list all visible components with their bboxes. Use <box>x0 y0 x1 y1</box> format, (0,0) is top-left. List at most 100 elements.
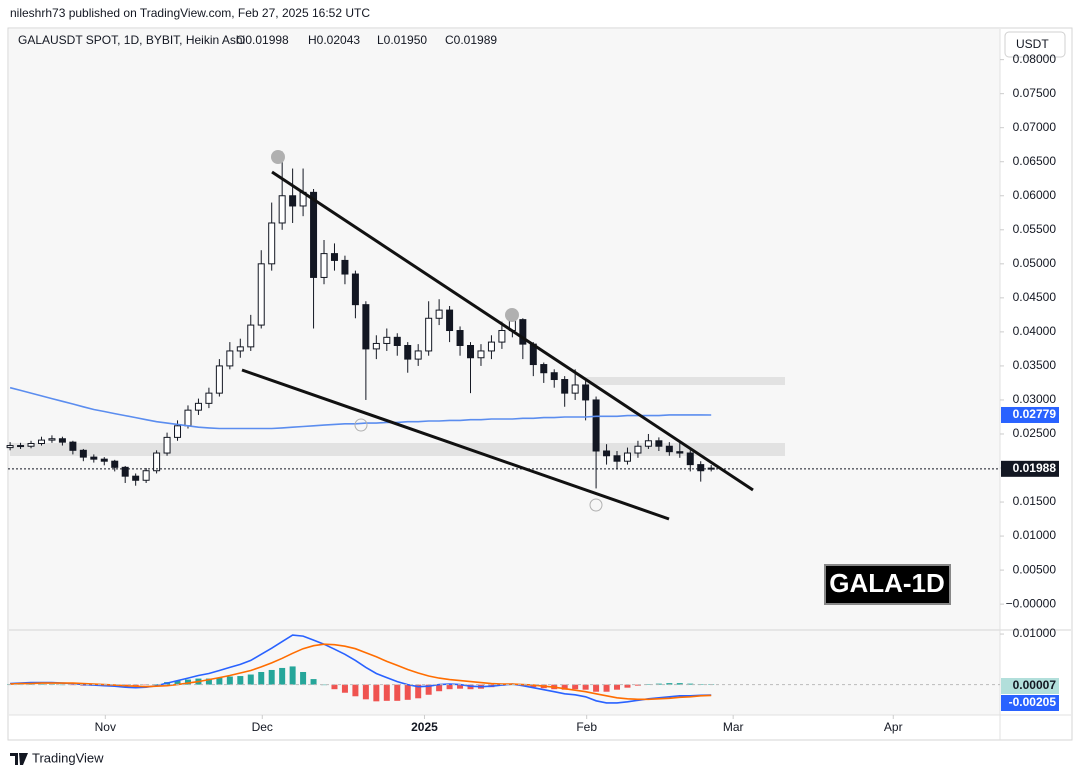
candle-body <box>487 341 495 352</box>
y-tick-label: 0.07500 <box>1013 86 1057 100</box>
candle-body <box>550 372 558 381</box>
candle-body <box>613 455 621 462</box>
upper-trendline <box>271 170 754 492</box>
up-icon <box>589 498 603 512</box>
down-icon <box>505 308 519 322</box>
macd-histogram-bar <box>216 677 223 685</box>
candle-body <box>236 346 244 352</box>
price-tag-bg <box>1001 460 1059 477</box>
candle-body <box>341 259 349 275</box>
macd-histogram-bar <box>268 669 275 685</box>
ohlc-low: L0.01950 <box>377 33 427 47</box>
x-tick-label: Nov <box>95 720 116 734</box>
resistance-zone <box>585 377 785 385</box>
ohlc-close: C0.01989 <box>445 33 497 47</box>
currency-label[interactable]: USDT <box>1016 37 1049 51</box>
macd-histogram-bar <box>645 684 652 685</box>
y-tick-label: 0.06000 <box>1013 188 1057 202</box>
candle-body <box>404 344 412 360</box>
x-tick-label: Apr <box>884 720 903 734</box>
candle-body <box>268 222 276 265</box>
macd-histogram-bar <box>321 684 328 686</box>
candle-body <box>194 402 202 411</box>
macd-histogram-bar <box>425 684 432 695</box>
candle-body <box>48 438 56 441</box>
candle-body <box>697 464 705 472</box>
x-tick-label: Feb <box>576 720 597 734</box>
y-tick-label: 0.04500 <box>1013 290 1057 304</box>
candle-body <box>215 365 223 394</box>
candle-body <box>58 438 66 443</box>
y-tick-label: 0.01500 <box>1013 494 1057 508</box>
brand-logo <box>10 753 28 765</box>
x-tick-label: Dec <box>252 720 273 734</box>
candle-body <box>111 460 119 468</box>
candle-body <box>17 445 25 448</box>
lower-trendline <box>241 368 670 521</box>
candle-body <box>456 330 464 346</box>
plot-area <box>9 29 1000 715</box>
macd-histogram-bar <box>582 684 589 690</box>
candle-body <box>665 445 673 453</box>
ma-tag: 0.02779 <box>1013 407 1057 421</box>
moving-average <box>9 386 712 430</box>
candle-body <box>425 317 433 352</box>
candle-body <box>247 324 255 348</box>
candle-body <box>477 350 485 359</box>
candle-body <box>100 458 108 462</box>
x-tick-label: 2025 <box>411 720 438 734</box>
candle-body <box>330 253 338 261</box>
macd-histogram-bar <box>614 684 621 690</box>
macd-histogram-bar <box>226 676 233 685</box>
ohlc-high: H0.02043 <box>308 33 360 47</box>
macd-line <box>10 634 712 704</box>
macd-histogram-bar <box>676 683 683 685</box>
macd-histogram-bar <box>279 667 286 685</box>
macd-histogram-bar <box>184 679 191 685</box>
y-tick-label: 0.00500 <box>1013 562 1057 576</box>
y-tick-label: 0.04000 <box>1013 324 1057 338</box>
candle-body <box>592 399 600 452</box>
marks <box>6 151 1000 704</box>
macd-histogram-bar <box>383 684 390 701</box>
x-tick-label: Mar <box>723 720 744 734</box>
macd-histogram-bar <box>655 683 662 685</box>
candle-body <box>27 443 35 447</box>
candle-body <box>79 449 87 458</box>
candle-body <box>257 263 265 326</box>
candle-body <box>205 392 213 404</box>
annotation-label: GALA-1D <box>829 568 945 598</box>
y-tick-label: 0.05500 <box>1013 222 1057 236</box>
symbol-header: GALAUSDT SPOT, 1D, BYBIT, Heikin Ashi <box>18 33 245 47</box>
candle-body <box>37 439 45 445</box>
candle-body <box>310 191 318 278</box>
macd-histogram-bar <box>415 684 422 699</box>
macd-histogram-bar <box>38 684 45 685</box>
candle-body <box>383 336 391 344</box>
annotation-box <box>824 564 951 605</box>
macd-histogram-bar <box>237 676 244 685</box>
candle-body <box>519 319 527 345</box>
macd-histogram-bar <box>593 684 600 692</box>
candle-body <box>571 384 579 394</box>
y-tick-label: −0.00000 <box>1006 596 1057 610</box>
macd-tag: -0.00205 <box>1009 695 1057 709</box>
candle-body <box>603 450 611 457</box>
macd-tick-label: 0.01000 <box>1013 626 1057 640</box>
candle-body <box>467 344 475 359</box>
signal-line <box>10 643 712 701</box>
candle-body <box>414 350 422 360</box>
macd-histogram-bar <box>436 684 443 692</box>
candle-body <box>351 273 359 306</box>
up-icon <box>354 418 368 432</box>
support-zone <box>10 443 785 456</box>
macd-histogram-bar <box>341 684 348 693</box>
ohlc-open: O0.01998 <box>236 33 289 47</box>
candle-body <box>540 364 548 374</box>
currency-button[interactable] <box>1004 31 1066 58</box>
candle-body <box>142 470 150 481</box>
brand: TradingView <box>32 750 104 765</box>
candle-body <box>174 425 182 438</box>
candle-body <box>435 309 443 319</box>
